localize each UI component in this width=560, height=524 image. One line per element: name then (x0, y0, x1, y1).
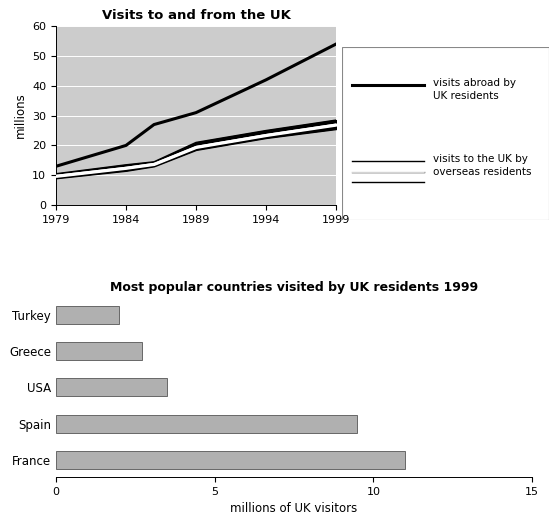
X-axis label: millions of UK visitors: millions of UK visitors (230, 502, 358, 515)
Bar (56, 342, 142, 361)
Title: Most popular countries visited by UK residents 1999: Most popular countries visited by UK res… (110, 281, 478, 294)
Title: Visits to and from the UK: Visits to and from the UK (101, 9, 291, 22)
Y-axis label: millions: millions (13, 93, 26, 138)
Bar (56, 306, 119, 324)
Text: visits abroad by
UK residents: visits abroad by UK residents (433, 78, 516, 101)
Text: visits to the UK by
overseas residents: visits to the UK by overseas residents (433, 155, 531, 177)
Bar (56, 414, 357, 433)
Bar (56, 378, 167, 397)
Bar (56, 451, 405, 468)
